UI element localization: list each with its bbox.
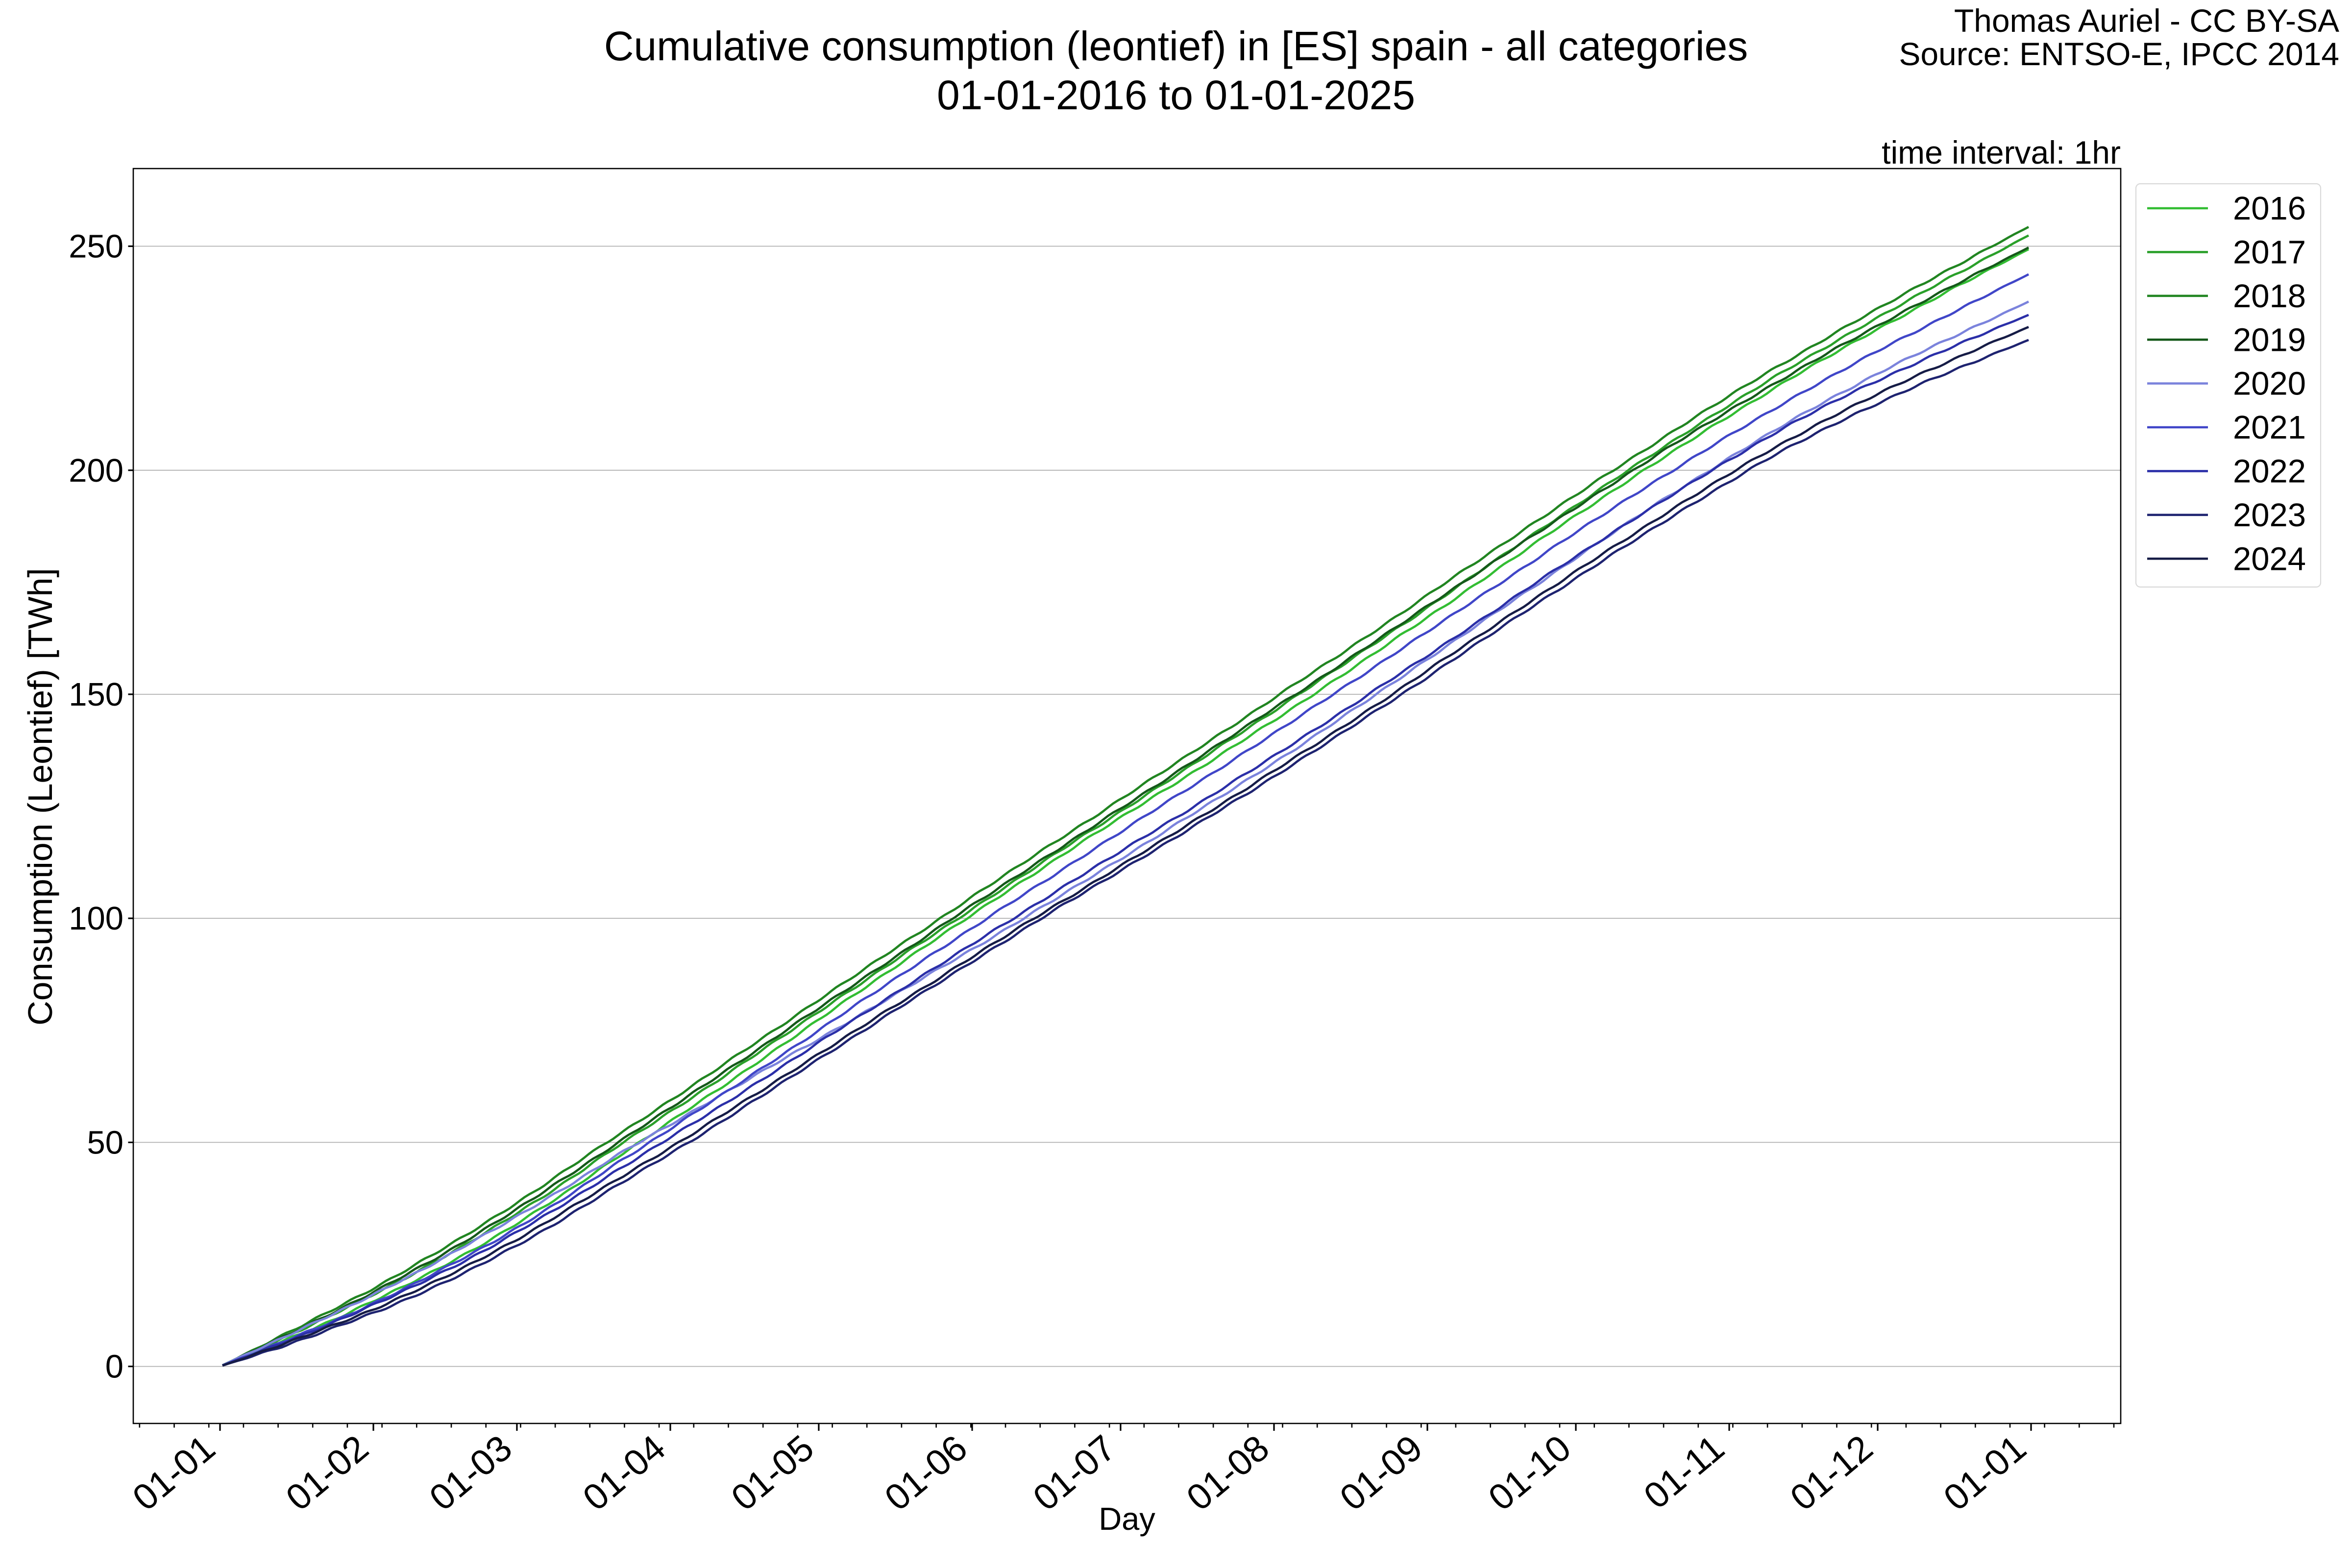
svg-text:Consumption (Leontief) [TWh]: Consumption (Leontief) [TWh]	[21, 568, 59, 1026]
svg-text:150: 150	[69, 676, 123, 713]
svg-text:01-01-2016 to 01-01-2025: 01-01-2016 to 01-01-2025	[937, 72, 1415, 118]
svg-text:2017: 2017	[2233, 234, 2306, 271]
svg-text:2018: 2018	[2233, 278, 2306, 315]
svg-text:250: 250	[69, 228, 123, 265]
svg-text:2016: 2016	[2233, 190, 2306, 227]
svg-text:2023: 2023	[2233, 497, 2306, 534]
svg-text:2024: 2024	[2233, 540, 2306, 577]
svg-text:2020: 2020	[2233, 366, 2306, 402]
svg-text:time interval: 1hr: time interval: 1hr	[1882, 134, 2121, 171]
svg-text:200: 200	[69, 452, 123, 489]
svg-text:2022: 2022	[2233, 453, 2306, 490]
svg-text:Day: Day	[1099, 1501, 1155, 1537]
svg-text:50: 50	[87, 1125, 123, 1161]
svg-text:100: 100	[69, 900, 123, 937]
svg-text:Thomas Auriel - CC BY-SA: Thomas Auriel - CC BY-SA	[1954, 2, 2339, 39]
svg-text:0: 0	[105, 1348, 123, 1385]
svg-text:2021: 2021	[2233, 409, 2306, 446]
svg-text:Source: ENTSO-E, IPCC 2014: Source: ENTSO-E, IPCC 2014	[1899, 36, 2339, 72]
svg-text:Cumulative consumption (leonti: Cumulative consumption (leontief) in [ES…	[604, 23, 1748, 69]
svg-text:2019: 2019	[2233, 321, 2306, 358]
